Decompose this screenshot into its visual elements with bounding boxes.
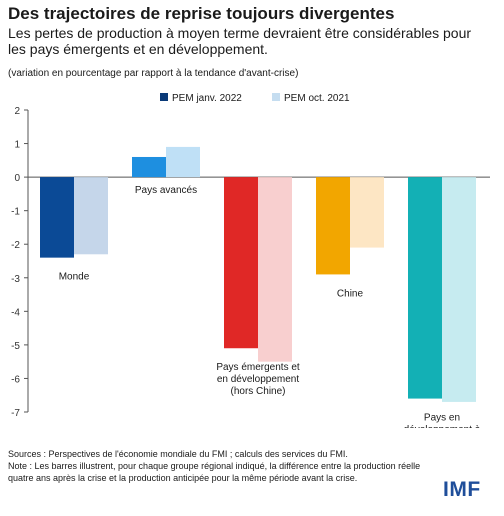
- y-tick-label: -1: [11, 207, 20, 218]
- bar-jan-2022: [132, 156, 166, 178]
- legend-swatch: [160, 93, 168, 101]
- y-tick-label: -4: [11, 307, 20, 318]
- bar-oct-2021: [74, 177, 108, 255]
- bar-jan-2022: [224, 177, 258, 349]
- y-tick-label: -3: [11, 274, 20, 285]
- units-note: (variation en pourcentage par rapport à …: [8, 68, 299, 79]
- category-label-line: Monde: [59, 272, 90, 283]
- legend-label: PEM janv. 2022: [172, 93, 242, 104]
- bar-jan-2022: [408, 177, 442, 399]
- category-label-line: Chine: [337, 288, 364, 299]
- legend-swatch: [272, 93, 280, 101]
- y-tick-label: -7: [11, 408, 20, 419]
- footnote: Note : Les barres illustrent, pour chaqu…: [8, 461, 421, 483]
- y-tick-label: -2: [11, 240, 20, 251]
- category-label-line: Pays en: [424, 413, 460, 424]
- y-tick-label: 2: [14, 106, 20, 117]
- bar-oct-2021: [166, 146, 200, 178]
- bar-oct-2021: [350, 177, 384, 248]
- category-label-line: Pays avancés: [135, 185, 197, 196]
- category-label-line: Pays émergents et: [216, 362, 300, 373]
- category-label: Monde: [59, 272, 90, 283]
- category-label: Chine: [337, 288, 364, 299]
- legend-label: PEM oct. 2021: [284, 93, 350, 104]
- y-tick-label: 1: [14, 140, 20, 151]
- imf-logo: IMF: [443, 478, 481, 501]
- category-label: Pays avancés: [135, 185, 197, 196]
- category-label-line: développement à: [404, 425, 481, 428]
- chart-footer: Sources : Perspectives de l'économie mon…: [8, 448, 428, 484]
- bar-jan-2022: [40, 177, 74, 258]
- y-tick-label: 0: [14, 173, 20, 184]
- y-tick-label: -6: [11, 374, 20, 385]
- bar-chart: 2 1 0 -1 -2 -3 -4 -5 -6 -7 PEM janv. 2022 PEM oct. …: [11, 93, 490, 428]
- category-label: Pays émergents et en développement (hors C…: [216, 362, 300, 397]
- bar-jan-2022: [316, 177, 350, 275]
- bar-oct-2021: [442, 177, 476, 402]
- bar-oct-2021: [258, 177, 292, 362]
- sources-note: Sources : Perspectives de l'économie mon…: [8, 449, 348, 459]
- chart-subtitle: Les pertes de production à moyen terme d…: [8, 25, 472, 57]
- y-tick-label: -5: [11, 341, 20, 352]
- category-label-line: (hors Chine): [230, 386, 285, 397]
- chart-title: Des trajectoires de reprise toujours div…: [8, 4, 395, 23]
- category-label-line: en développement: [217, 374, 300, 385]
